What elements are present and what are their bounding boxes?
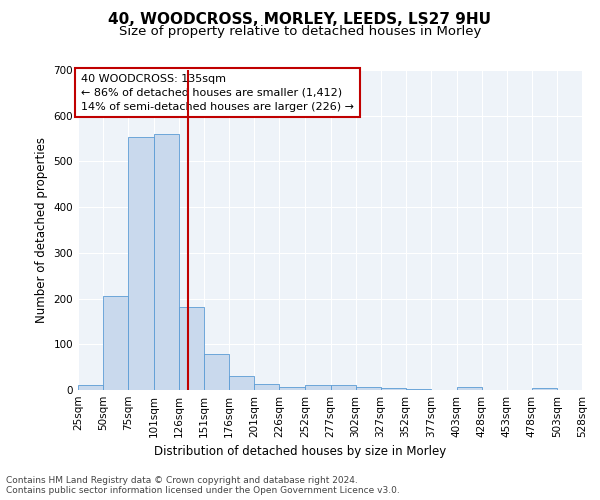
Bar — [380, 388, 406, 390]
Bar — [305, 386, 331, 390]
Text: 40 WOODCROSS: 135sqm
← 86% of detached houses are smaller (1,412)
14% of semi-de: 40 WOODCROSS: 135sqm ← 86% of detached h… — [81, 74, 354, 112]
Bar — [154, 134, 179, 390]
Bar — [406, 388, 431, 390]
Bar — [179, 307, 204, 390]
Bar — [356, 387, 380, 390]
Bar — [254, 384, 280, 390]
Text: 40, WOODCROSS, MORLEY, LEEDS, LS27 9HU: 40, WOODCROSS, MORLEY, LEEDS, LS27 9HU — [109, 12, 491, 28]
Bar — [78, 384, 103, 390]
Bar — [331, 386, 356, 390]
Bar — [204, 354, 229, 390]
Bar — [532, 388, 557, 390]
Bar — [128, 137, 154, 390]
Text: Distribution of detached houses by size in Morley: Distribution of detached houses by size … — [154, 444, 446, 458]
Bar — [457, 388, 482, 390]
Text: Contains HM Land Registry data © Crown copyright and database right 2024.
Contai: Contains HM Land Registry data © Crown c… — [6, 476, 400, 495]
Y-axis label: Number of detached properties: Number of detached properties — [35, 137, 48, 323]
Bar — [229, 376, 254, 390]
Bar — [103, 296, 128, 390]
Text: Size of property relative to detached houses in Morley: Size of property relative to detached ho… — [119, 25, 481, 38]
Bar — [280, 387, 305, 390]
